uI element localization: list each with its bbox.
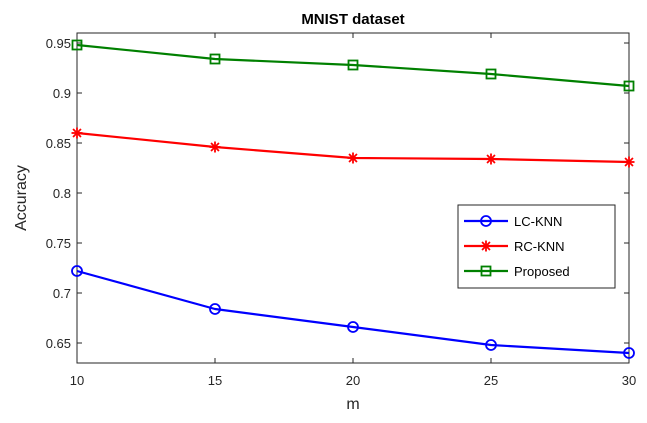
x-axis-ticks: 10 15 20 25 30 — [70, 33, 636, 388]
legend-marker — [480, 240, 492, 252]
y-tick-label: 0.65 — [46, 336, 71, 351]
data-point-rc-knn — [209, 141, 221, 153]
chart-title: MNIST dataset — [301, 11, 404, 28]
y-tick-label: 0.7 — [53, 286, 71, 301]
legend-item-lc-knn: LC-KNN — [464, 214, 562, 229]
series-line-lc-knn — [76, 269, 630, 355]
data-point-proposed — [623, 80, 635, 92]
data-point-proposed — [209, 53, 221, 65]
data-point-rc-knn — [71, 127, 83, 139]
data-point-lc-knn — [623, 347, 635, 359]
series-lc-knn — [71, 265, 635, 359]
x-tick-label: 20 — [346, 373, 360, 388]
plot-area — [76, 32, 630, 364]
legend: LC-KNN RC-KNN Proposed — [457, 204, 616, 289]
x-tick-label: 10 — [70, 373, 84, 388]
legend-label: Proposed — [514, 264, 570, 279]
y-tick-label: 0.9 — [53, 86, 71, 101]
y-tick-label: 0.95 — [46, 36, 71, 51]
legend-marker — [480, 265, 492, 277]
y-tick-label: 0.75 — [46, 236, 71, 251]
legend-label: LC-KNN — [514, 214, 562, 229]
data-point-proposed — [347, 59, 359, 71]
series-rc-knn — [71, 127, 635, 168]
y-tick-label: 0.85 — [46, 136, 71, 151]
data-point-lc-knn — [71, 265, 83, 277]
series-layer — [71, 39, 635, 359]
legend-item-proposed: Proposed — [464, 264, 570, 279]
data-point-proposed — [485, 68, 497, 80]
legend-marker — [480, 215, 492, 227]
data-point-rc-knn — [623, 156, 635, 168]
x-tick-label: 25 — [484, 373, 498, 388]
data-point-lc-knn — [485, 339, 497, 351]
y-axis-label: Accuracy — [13, 165, 30, 231]
legend-label: RC-KNN — [514, 239, 565, 254]
data-point-proposed — [71, 39, 83, 51]
series-line-proposed — [76, 43, 630, 88]
data-point-rc-knn — [347, 152, 359, 164]
x-tick-label: 15 — [208, 373, 222, 388]
data-point-rc-knn — [485, 153, 497, 165]
x-tick-label: 30 — [622, 373, 636, 388]
x-axis-label: m — [346, 396, 359, 413]
data-point-lc-knn — [347, 321, 359, 333]
legend-item-rc-knn: RC-KNN — [464, 239, 565, 254]
series-proposed — [71, 39, 635, 92]
y-tick-label: 0.8 — [53, 186, 71, 201]
data-point-lc-knn — [209, 303, 221, 315]
